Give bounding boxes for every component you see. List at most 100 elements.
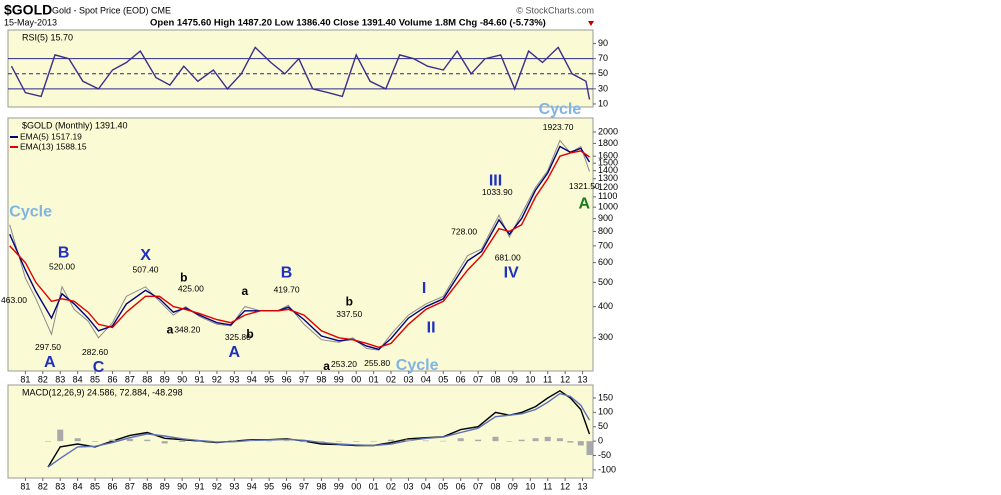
legend-label: EMA(13) 1588.15 (20, 141, 87, 151)
wave-label: Cycle (9, 203, 52, 220)
instrument-name: Gold - Spot Price (EOD) CME (52, 5, 171, 15)
wave-label: b (346, 295, 353, 309)
x-tick-label: 90 (177, 374, 187, 384)
x-tick-label: 83 (55, 374, 65, 384)
histogram-bar (440, 440, 447, 442)
y-tick-label: 1000 (598, 202, 618, 212)
price-label: 282.60 (82, 347, 108, 357)
series-line (9, 145, 591, 351)
series-line (47, 392, 591, 468)
histogram-bar (335, 441, 342, 442)
histogram-bar (586, 441, 593, 456)
series-line (9, 139, 590, 351)
histogram-bar (556, 438, 563, 442)
histogram-bar (532, 438, 539, 442)
x-tick-label: 89 (160, 374, 170, 384)
x-tick-label: 87 (125, 374, 135, 384)
x-tick-label: 87 (125, 481, 135, 491)
histogram-bar (196, 441, 203, 442)
histogram-bar (144, 439, 151, 442)
wave-label: A (579, 195, 591, 212)
y-tick-label: 150 (598, 392, 613, 402)
x-tick-label: 96 (282, 481, 292, 491)
y-tick-label: 600 (598, 257, 613, 267)
price-label: 297.50 (35, 342, 61, 352)
x-tick-label: 08 (490, 374, 500, 384)
x-tick-label: 92 (212, 374, 222, 384)
x-tick-label: 82 (38, 481, 48, 491)
histogram-bar (126, 438, 133, 442)
histogram-bar (422, 440, 429, 442)
series-line (9, 150, 590, 349)
price-label: 1923.70 (543, 122, 574, 132)
x-tick-label: 81 (20, 374, 30, 384)
price-label: 507.40 (133, 265, 159, 275)
price-label: 463.00 (1, 295, 27, 305)
wave-label: b (246, 327, 253, 341)
price-label: 253.20 (331, 359, 357, 369)
wave-label: a (167, 323, 174, 337)
x-tick-label: 08 (490, 481, 500, 491)
y-tick-label: 500 (598, 277, 613, 287)
y-tick-label: 1400 (598, 165, 618, 175)
x-tick-label: 82 (38, 374, 48, 384)
source: © StockCharts.com (516, 5, 594, 15)
x-tick-label: 12 (560, 481, 570, 491)
x-tick-label: 01 (369, 374, 379, 384)
x-tick-label: 05 (438, 481, 448, 491)
x-tick-label: 91 (195, 374, 205, 384)
histogram-bar (577, 441, 584, 446)
price-label: 1321.50 (569, 181, 600, 191)
x-tick-label: 11 (543, 374, 552, 384)
x-tick-label: 86 (107, 481, 117, 491)
price-label: 681.00 (495, 252, 521, 262)
rsi-panel (7, 29, 594, 108)
x-tick-label: 94 (247, 481, 257, 491)
y-tick-label: 50 (598, 68, 608, 78)
histogram-bar (161, 441, 168, 444)
x-tick-label: 02 (386, 374, 396, 384)
histogram-bar (518, 439, 525, 442)
x-tick-label: 09 (508, 374, 518, 384)
panel-title: RSI(5) 15.70 (22, 32, 73, 42)
price-label: 520.00 (49, 261, 75, 271)
x-tick-label: 03 (403, 481, 413, 491)
y-tick-label: 900 (598, 213, 613, 223)
histogram-bar (544, 436, 551, 442)
y-tick-label: 2000 (598, 126, 618, 136)
histogram-bar (57, 429, 64, 442)
x-tick-label: 04 (421, 481, 431, 491)
histogram-bar (45, 441, 52, 442)
x-tick-label: 90 (177, 481, 187, 491)
wave-label: A (44, 354, 56, 371)
y-tick-label: 800 (598, 226, 613, 236)
histogram-bar (179, 441, 186, 443)
x-tick-label: 12 (560, 374, 570, 384)
y-tick-label: 1300 (598, 173, 618, 183)
wave-label: Cycle (539, 101, 582, 118)
x-tick-label: 00 (351, 374, 361, 384)
x-tick-label: 99 (334, 481, 344, 491)
y-tick-label: 100 (598, 407, 613, 417)
histogram-bar (300, 441, 307, 443)
x-tick-label: 96 (282, 374, 292, 384)
macd-panel (7, 384, 594, 479)
date: 15-May-2013 (4, 17, 57, 27)
x-tick-label: 98 (316, 481, 326, 491)
x-tick-label: 03 (403, 374, 413, 384)
y-tick-label: 0 (598, 436, 603, 446)
histogram-bar (492, 436, 499, 442)
histogram-bar (231, 440, 238, 442)
histogram-bar (506, 441, 513, 442)
histogram-bar (92, 441, 99, 442)
x-tick-label: 09 (508, 481, 518, 491)
y-tick-label: 700 (598, 240, 613, 250)
x-tick-label: 11 (543, 481, 552, 491)
x-tick-label: 13 (578, 374, 588, 384)
x-tick-label: 00 (351, 481, 361, 491)
price-label: 419.70 (274, 285, 300, 295)
y-tick-label: 90 (598, 38, 608, 48)
wave-label: IV (504, 265, 519, 282)
histogram-bar (318, 441, 325, 443)
